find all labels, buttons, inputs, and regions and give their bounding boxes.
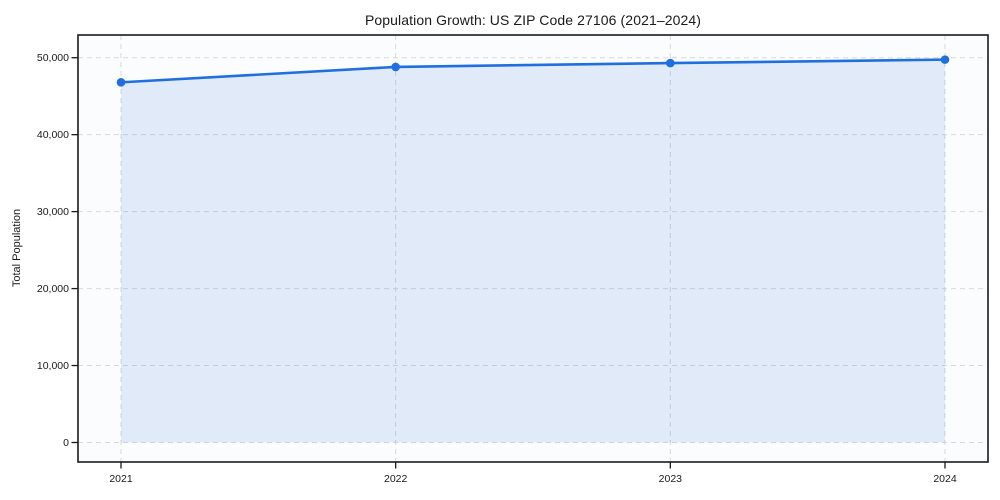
x-tick-label: 2022 bbox=[384, 473, 408, 485]
area-fill bbox=[121, 59, 945, 443]
data-point-marker bbox=[940, 55, 950, 64]
chart-title: Population Growth: US ZIP Code 27106 (20… bbox=[364, 12, 702, 28]
x-tick-label: 2024 bbox=[933, 473, 957, 485]
data-point-marker bbox=[666, 58, 675, 68]
y-tick-label: 30,000 bbox=[37, 206, 69, 218]
data-point-marker bbox=[116, 78, 126, 87]
series-line bbox=[119, 58, 947, 84]
y-tick-label: 40,000 bbox=[37, 129, 69, 141]
y-tick-label: 10,000 bbox=[37, 360, 69, 372]
x-tick-label: 2023 bbox=[659, 473, 683, 485]
plot-border bbox=[77, 34, 989, 463]
y-tick-label: 0 bbox=[63, 437, 69, 449]
plot-background bbox=[78, 35, 988, 462]
y-axis-label: Total Population bbox=[11, 208, 23, 288]
y-tick-label: 50,000 bbox=[37, 52, 69, 64]
x-tick-label: 2021 bbox=[109, 473, 133, 485]
y-tick-label: 20,000 bbox=[37, 283, 69, 295]
data-point-marker bbox=[391, 62, 400, 72]
